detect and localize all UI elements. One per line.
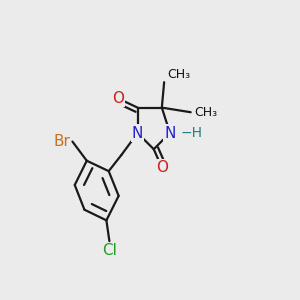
Text: CH₃: CH₃ — [168, 68, 191, 81]
Text: N: N — [132, 125, 143, 140]
Text: O: O — [112, 91, 124, 106]
Text: Cl: Cl — [102, 243, 117, 258]
Text: N: N — [164, 125, 176, 140]
Text: O: O — [156, 160, 168, 175]
Text: CH₃: CH₃ — [194, 106, 217, 119]
Text: −H: −H — [180, 126, 202, 140]
Text: Br: Br — [53, 134, 70, 149]
